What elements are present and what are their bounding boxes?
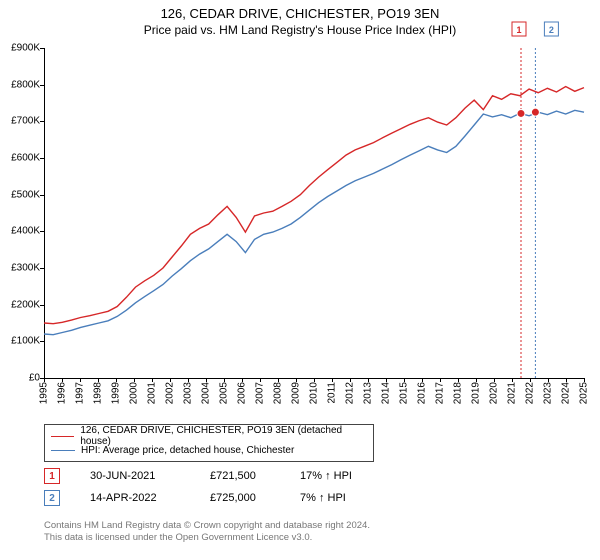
series-line xyxy=(44,87,584,324)
chart-subtitle: Price paid vs. HM Land Registry's House … xyxy=(0,23,600,37)
sale-relative: 7% ↑ HPI xyxy=(300,492,346,504)
x-tick-label: 1999 xyxy=(111,382,122,404)
x-tick-label: 2008 xyxy=(273,382,284,404)
x-tick-label: 2001 xyxy=(147,382,158,404)
x-tick-label: 2016 xyxy=(417,382,428,404)
x-tick-label: 1995 xyxy=(39,382,50,404)
x-tick-label: 2007 xyxy=(255,382,266,404)
legend-swatch xyxy=(51,450,75,451)
x-tick-label: 2003 xyxy=(183,382,194,404)
legend-item: 126, CEDAR DRIVE, CHICHESTER, PO19 3EN (… xyxy=(51,429,367,443)
x-tick-label: 2004 xyxy=(201,382,212,404)
x-tick-label: 2023 xyxy=(543,382,554,404)
legend-label: HPI: Average price, detached house, Chic… xyxy=(81,445,294,456)
sale-relative: 17% ↑ HPI xyxy=(300,470,352,482)
y-tick-label: £0 xyxy=(0,373,40,384)
series-line xyxy=(44,110,584,334)
attribution-line: Contains HM Land Registry data © Crown c… xyxy=(44,520,370,531)
svg-text:2: 2 xyxy=(549,25,554,35)
x-tick-label: 2015 xyxy=(399,382,410,404)
x-tick-label: 2019 xyxy=(471,382,482,404)
sale-marker-box: 1 xyxy=(44,468,60,484)
x-tick-label: 2024 xyxy=(561,382,572,404)
x-tick-label: 2006 xyxy=(237,382,248,404)
chart-svg: 12 xyxy=(44,48,584,378)
x-tick-label: 2025 xyxy=(579,382,590,404)
y-tick-label: £500K xyxy=(0,189,40,200)
x-tick-label: 2021 xyxy=(507,382,518,404)
x-tick-label: 2009 xyxy=(291,382,302,404)
x-tick-label: 2017 xyxy=(435,382,446,404)
x-tick-label: 2002 xyxy=(165,382,176,404)
chart-titles: 126, CEDAR DRIVE, CHICHESTER, PO19 3EN P… xyxy=(0,6,600,37)
x-tick-label: 2022 xyxy=(525,382,536,404)
y-tick-label: £300K xyxy=(0,263,40,274)
chart-container: 126, CEDAR DRIVE, CHICHESTER, PO19 3EN P… xyxy=(0,0,600,560)
chart-title: 126, CEDAR DRIVE, CHICHESTER, PO19 3EN xyxy=(0,6,600,21)
x-tick-label: 2012 xyxy=(345,382,356,404)
sale-date: 14-APR-2022 xyxy=(90,492,157,504)
x-tick-label: 1996 xyxy=(57,382,68,404)
x-tick-label: 2014 xyxy=(381,382,392,404)
y-tick-label: £100K xyxy=(0,336,40,347)
y-tick-label: £800K xyxy=(0,79,40,90)
x-tick-label: 2020 xyxy=(489,382,500,404)
x-tick-label: 2010 xyxy=(309,382,320,404)
x-tick-label: 2013 xyxy=(363,382,374,404)
sale-price: £721,500 xyxy=(210,470,256,482)
sale-marker-box: 2 xyxy=(44,490,60,506)
y-tick-label: £700K xyxy=(0,116,40,127)
y-tick-label: £900K xyxy=(0,43,40,54)
y-tick-label: £600K xyxy=(0,153,40,164)
x-tick-label: 1997 xyxy=(75,382,86,404)
sale-price: £725,000 xyxy=(210,492,256,504)
sale-date: 30-JUN-2021 xyxy=(90,470,155,482)
x-tick-label: 2018 xyxy=(453,382,464,404)
x-tick-label: 2005 xyxy=(219,382,230,404)
legend: 126, CEDAR DRIVE, CHICHESTER, PO19 3EN (… xyxy=(44,424,374,462)
attribution-line: This data is licensed under the Open Gov… xyxy=(44,532,312,543)
svg-text:1: 1 xyxy=(516,25,521,35)
y-tick-label: £200K xyxy=(0,299,40,310)
x-tick-label: 2011 xyxy=(327,382,338,404)
x-tick-label: 1998 xyxy=(93,382,104,404)
legend-swatch xyxy=(51,436,74,437)
x-tick-label: 2000 xyxy=(129,382,140,404)
y-tick-label: £400K xyxy=(0,226,40,237)
